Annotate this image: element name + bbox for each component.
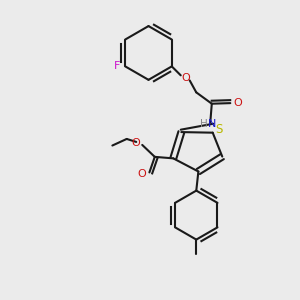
Text: O: O xyxy=(233,98,242,107)
Text: O: O xyxy=(138,169,146,179)
Text: H: H xyxy=(200,119,207,129)
Text: O: O xyxy=(131,137,140,148)
Text: S: S xyxy=(216,123,223,136)
Text: N: N xyxy=(208,119,217,129)
Text: O: O xyxy=(182,73,190,83)
Text: F: F xyxy=(114,61,120,71)
